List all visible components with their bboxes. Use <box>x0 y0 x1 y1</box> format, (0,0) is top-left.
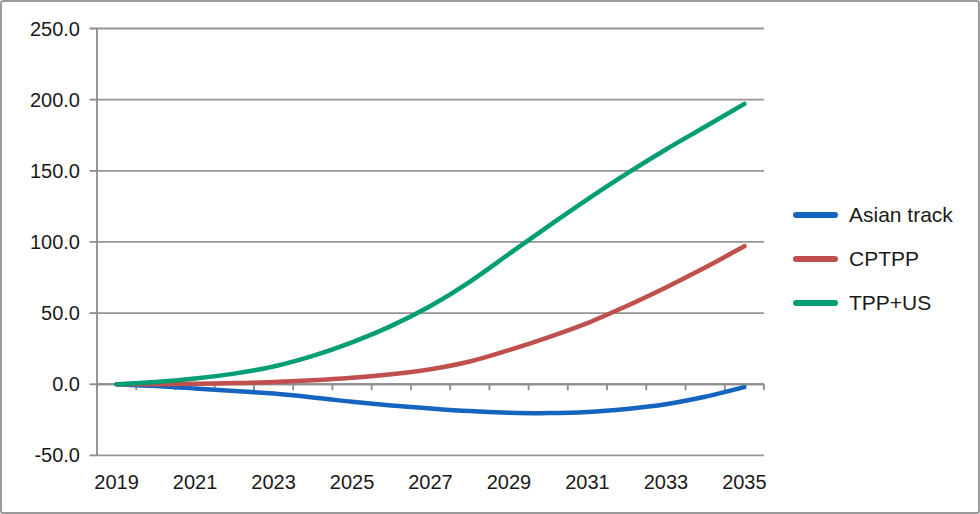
legend-label-asian-track: Asian track <box>849 203 953 227</box>
x-tick-label: 2033 <box>644 471 689 493</box>
legend-item-cptpp: CPTPP <box>793 237 953 281</box>
series-line-tpp-us <box>117 104 745 384</box>
x-tick-label: 2035 <box>722 471 767 493</box>
legend-label-cptpp: CPTPP <box>849 247 919 271</box>
x-tick-label: 2029 <box>487 471 532 493</box>
y-tick-label: 0.0 <box>52 373 80 395</box>
y-tick-label: 200.0 <box>30 89 80 111</box>
x-tick-label: 2025 <box>330 471 375 493</box>
x-tick-label: 2031 <box>565 471 610 493</box>
y-tick-label: 150.0 <box>30 160 80 182</box>
y-tick-label: 250.0 <box>30 18 80 40</box>
y-tick-label: 100.0 <box>30 231 80 253</box>
legend-swatch-tpp-us <box>793 300 838 306</box>
legend-item-tpp-us: TPP+US <box>793 281 953 325</box>
legend-swatch-cptpp <box>793 256 838 262</box>
x-tick-label: 2027 <box>408 471 453 493</box>
x-tick-label: 2023 <box>251 471 296 493</box>
x-tick-label: 2021 <box>173 471 218 493</box>
legend-item-asian-track: Asian track <box>793 193 953 237</box>
chart-window: 250.0 200.0 150.0 100.0 50.0 0.0 -50.0 2019 2021… <box>0 0 980 514</box>
y-tick-label: -50.0 <box>34 444 80 466</box>
series-line-asian-track <box>117 384 745 413</box>
series-line-cptpp <box>117 246 745 384</box>
chart-legend: Asian track CPTPP TPP+US <box>793 193 953 325</box>
legend-label-tpp-us: TPP+US <box>849 291 931 315</box>
x-tick-label: 2019 <box>94 471 139 493</box>
y-tick-label: 50.0 <box>41 302 80 324</box>
legend-swatch-asian-track <box>793 212 838 218</box>
